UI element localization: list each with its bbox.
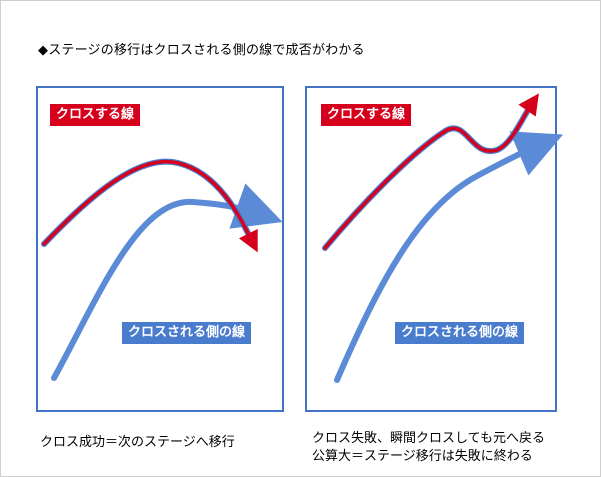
caption-right-line2: 公算大＝ステージ移行は失敗に終わる [312,449,533,464]
crossed-line-label: クロスされる側の線 [122,322,252,344]
crossed-line [334,131,564,383]
cross-line [323,93,539,250]
panel-cross-success: クロスする線 クロスされる側の線 [36,86,284,412]
cross-line-label: クロスする線 [321,104,412,126]
cross-line-label: クロスする線 [50,104,141,126]
page-title: ◆ステージの移行はクロスされる側の線で成否がわかる [38,43,365,58]
caption-right-line1: クロス失敗、瞬間クロスしても元へ戻る [312,431,545,446]
panel-cross-failure: クロスする線 クロスされる側の線 [305,86,564,412]
caption-left: クロス成功＝次のステージへ移行 [40,435,235,450]
cross-line [42,159,258,253]
left-diagram [41,158,283,381]
crossed-line-label: クロスされる側の線 [395,322,525,344]
crossed-line [51,183,283,381]
right-diagram [322,93,564,383]
